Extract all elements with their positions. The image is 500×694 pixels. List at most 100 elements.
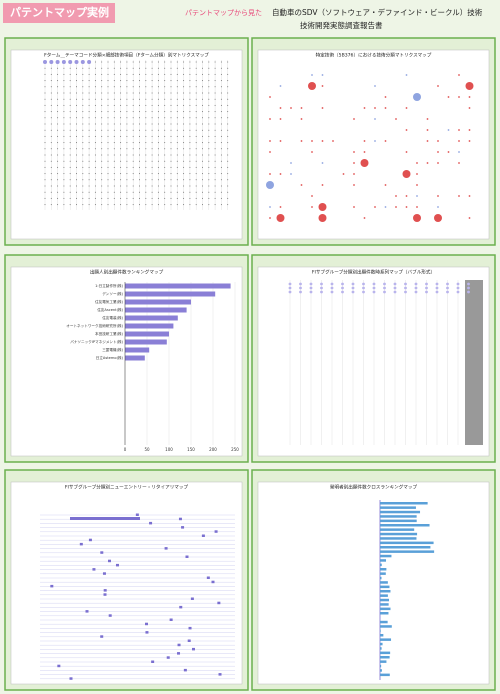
deco-dot xyxy=(157,191,159,193)
panel-title: FIサブグループ分類別出願件数時系列マップ（バブル形式） xyxy=(312,269,435,276)
deco-dot xyxy=(44,185,46,187)
deco-dot xyxy=(227,154,229,156)
deco-dot xyxy=(214,135,216,137)
deco-dot xyxy=(69,129,71,131)
deco-mark xyxy=(115,563,119,567)
deco-dot xyxy=(113,179,115,181)
deco-dot xyxy=(202,117,203,119)
deco-dot xyxy=(126,191,128,193)
deco-dot xyxy=(50,67,52,69)
deco-dot xyxy=(189,173,191,175)
deco-dot xyxy=(208,98,210,100)
deco-dot xyxy=(208,86,210,88)
deco-dot xyxy=(195,173,197,175)
deco-dot xyxy=(393,282,397,286)
deco-dot xyxy=(126,135,128,137)
deco-dot xyxy=(88,160,90,162)
deco-dot xyxy=(94,173,96,175)
deco-dot xyxy=(126,67,128,69)
deco-dot xyxy=(139,179,140,181)
deco-dot xyxy=(113,142,115,144)
x-tick-label: 200 xyxy=(209,447,217,452)
deco-dot xyxy=(176,67,178,69)
deco-dot xyxy=(132,160,134,162)
deco-dot xyxy=(76,166,77,168)
deco-dot xyxy=(374,107,376,109)
deco-dot xyxy=(82,98,84,100)
deco-dot xyxy=(49,60,54,64)
deco-dot xyxy=(309,290,313,294)
deco-dot xyxy=(132,61,134,63)
deco-dot xyxy=(44,73,46,75)
deco-mark xyxy=(177,643,181,647)
deco-dot xyxy=(220,166,222,168)
deco-dot xyxy=(353,184,355,186)
deco-dot xyxy=(88,135,90,137)
deco-dot xyxy=(447,96,450,98)
deco-dot xyxy=(88,166,90,168)
deco-dot xyxy=(44,98,46,100)
deco-dot xyxy=(170,111,172,113)
deco-dot xyxy=(101,154,103,156)
deco-dot xyxy=(145,191,147,193)
deco-dot xyxy=(220,204,222,206)
deco-dot xyxy=(351,282,355,286)
deco-bar xyxy=(380,634,384,637)
deco-dot xyxy=(63,204,65,206)
deco-dot xyxy=(456,286,460,290)
deco-dot xyxy=(189,179,191,181)
deco-dot xyxy=(94,104,96,106)
deco-dot xyxy=(94,179,96,181)
deco-dot xyxy=(425,282,428,286)
deco-dot xyxy=(164,129,166,131)
deco-dot xyxy=(393,290,397,294)
deco-dot xyxy=(126,129,128,131)
deco-dot xyxy=(120,98,122,100)
deco-dot xyxy=(208,123,210,125)
deco-dot xyxy=(151,123,153,125)
deco-dot xyxy=(405,206,408,208)
deco-dot xyxy=(50,92,52,94)
deco-dot xyxy=(195,129,197,131)
deco-dot xyxy=(113,185,115,187)
deco-dot xyxy=(107,129,109,131)
deco-dot xyxy=(458,96,460,98)
deco-dot xyxy=(164,67,166,69)
deco-dot xyxy=(57,73,59,75)
deco-dot xyxy=(145,148,147,150)
deco-dot xyxy=(74,60,79,64)
deco-dot xyxy=(88,148,90,150)
category-label: 三菱電機(株) xyxy=(102,347,123,352)
deco-dot xyxy=(94,166,96,168)
deco-dot xyxy=(176,61,178,63)
deco-bar xyxy=(380,620,388,624)
deco-dot xyxy=(202,204,203,206)
deco-dot xyxy=(170,123,172,125)
deco-dot xyxy=(458,74,460,76)
deco-dot xyxy=(132,154,134,156)
deco-dot xyxy=(57,86,59,88)
deco-dot xyxy=(176,191,178,193)
deco-dot xyxy=(145,179,147,181)
deco-dot xyxy=(82,185,84,187)
deco-dot xyxy=(69,142,71,144)
deco-dot xyxy=(120,117,122,119)
deco-dot xyxy=(69,166,71,168)
deco-dot xyxy=(309,286,313,290)
deco-dot xyxy=(384,107,387,109)
deco-mark xyxy=(178,517,182,521)
deco-dot xyxy=(63,80,65,82)
deco-dot xyxy=(88,191,90,193)
deco-dot xyxy=(88,185,90,187)
deco-dot xyxy=(164,173,166,175)
deco-dot xyxy=(63,154,65,156)
deco-dot xyxy=(426,140,429,142)
deco-dot xyxy=(414,282,418,286)
deco-dot xyxy=(164,166,166,168)
bar xyxy=(125,307,187,313)
deco-dot xyxy=(220,154,222,156)
deco-dot xyxy=(120,185,122,187)
deco-dot xyxy=(353,173,355,175)
deco-dot xyxy=(82,67,84,69)
deco-dot xyxy=(126,142,128,144)
